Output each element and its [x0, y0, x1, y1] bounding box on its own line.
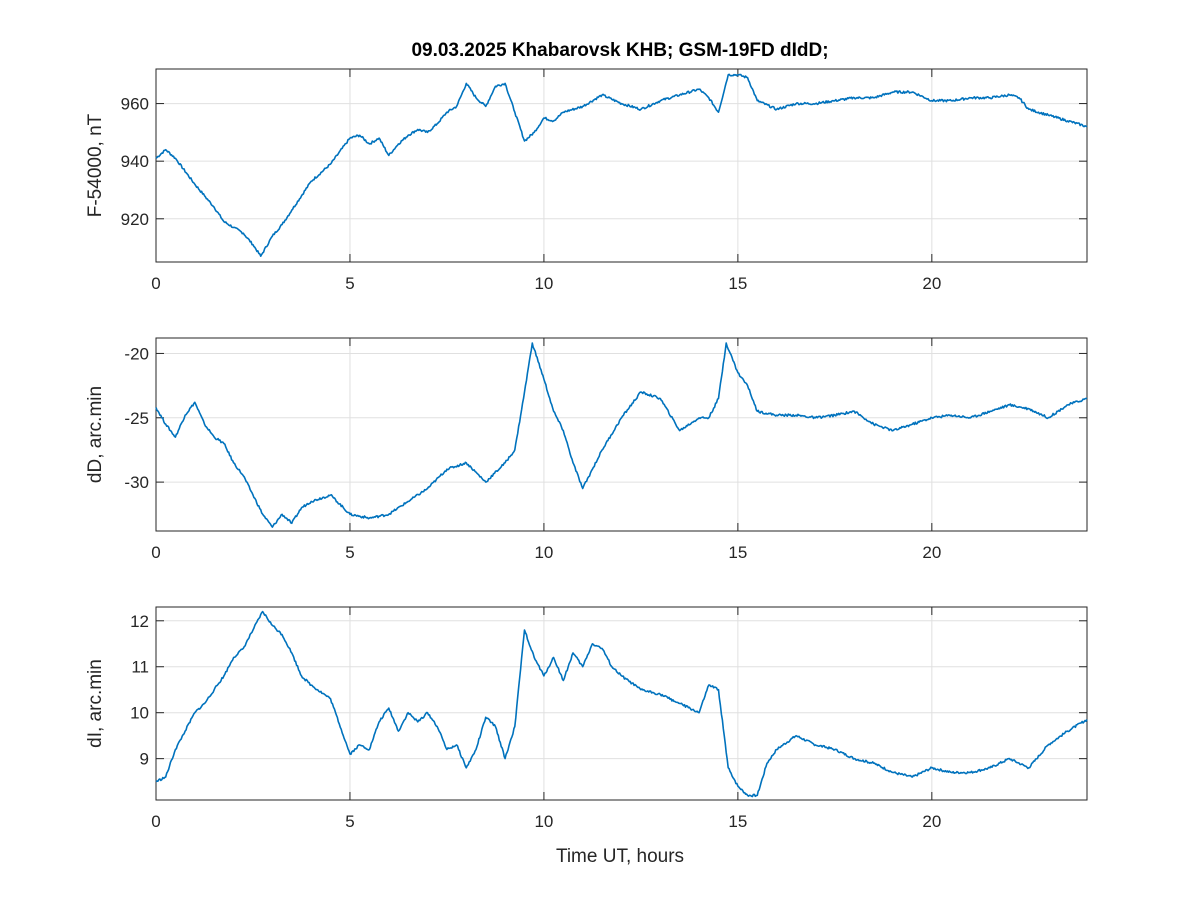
panel-1: 0 5 10 15 20 920 940 960 F-54000, nT: [85, 68, 1088, 293]
x-axis-label: Time UT, hours: [556, 846, 684, 867]
x-tick-label: 15: [728, 543, 747, 562]
y-axis-label: dD, arc.min: [85, 386, 106, 483]
series-line: [155, 610, 1088, 798]
x-tick-label: 0: [151, 543, 160, 562]
y-tick-label: 11: [131, 658, 149, 677]
y-tick-label: 9: [140, 750, 149, 769]
axes-frame: [155, 68, 1088, 263]
x-tick-label: 20: [922, 274, 941, 293]
x-tick-label: 0: [151, 274, 160, 293]
y-axis-label: F-54000, nT: [85, 113, 106, 217]
chart-title: 09.03.2025 Khabarovsk KHB; GSM-19FD dIdD…: [411, 40, 828, 61]
y-tick-label: 960: [121, 95, 149, 114]
x-tick-label: 0: [151, 812, 160, 831]
series-line: [155, 73, 1088, 258]
panel-3: 0 5 10 15 20 12 11 10 9 dI, arc.min: [85, 606, 1088, 831]
x-tick-label: 10: [534, 274, 553, 293]
x-tick-label: 5: [345, 812, 354, 831]
series-line: [155, 342, 1088, 528]
y-tick-label: -20: [124, 344, 149, 363]
x-tick-label: 10: [534, 543, 553, 562]
y-tick-label: 10: [130, 704, 149, 723]
x-tick-label: 5: [345, 274, 354, 293]
x-tick-label: 20: [922, 543, 941, 562]
x-tick-label: 5: [345, 543, 354, 562]
y-tick-label: -25: [124, 409, 149, 428]
y-tick-label: -30: [124, 473, 149, 492]
panel-2: 0 5 10 15 20 -20 -25 -30 dD, arc.min: [85, 337, 1088, 562]
y-tick-label: 920: [121, 210, 149, 229]
y-axis-label: dI, arc.min: [85, 659, 106, 748]
x-tick-label: 10: [534, 812, 553, 831]
y-tick-label: 940: [121, 152, 149, 171]
axes-frame: [155, 337, 1088, 532]
y-tick-label: 12: [130, 612, 149, 631]
axes-frame: [155, 606, 1088, 801]
x-tick-label: 15: [728, 812, 747, 831]
x-tick-label: 15: [728, 274, 747, 293]
x-tick-label: 20: [922, 812, 941, 831]
